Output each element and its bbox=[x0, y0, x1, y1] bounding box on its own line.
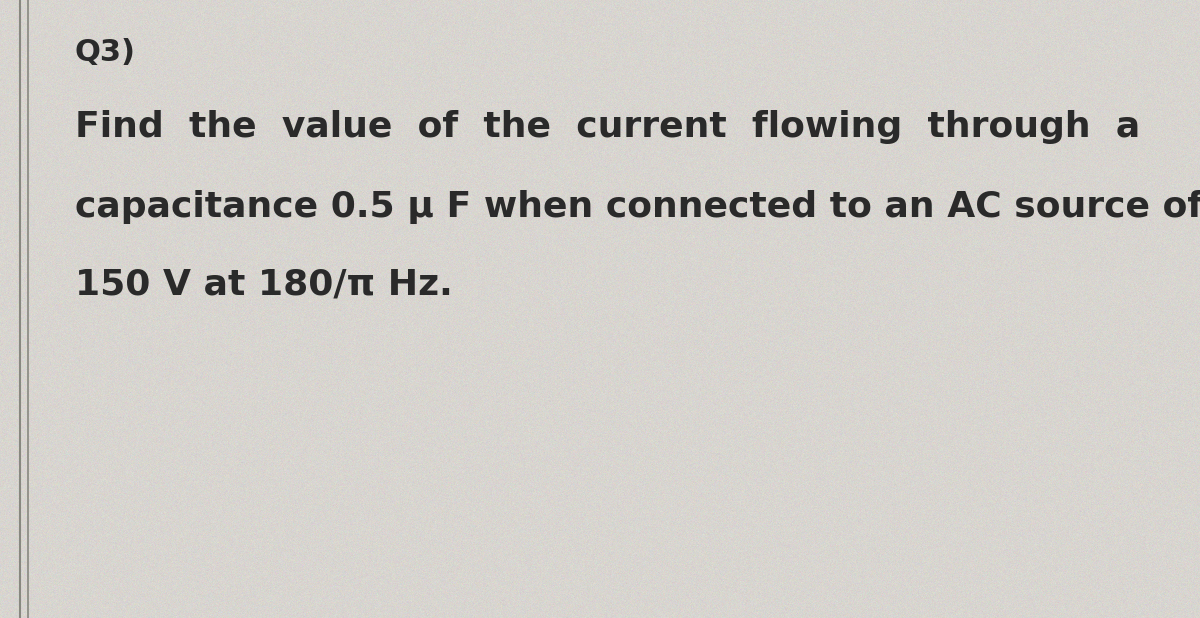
Text: Q3): Q3) bbox=[74, 38, 136, 67]
Text: capacitance 0.5 μ F when connected to an AC source of: capacitance 0.5 μ F when connected to an… bbox=[74, 190, 1200, 224]
Text: 150 V at 180/π Hz.: 150 V at 180/π Hz. bbox=[74, 268, 452, 302]
Text: Find  the  value  of  the  current  flowing  through  a: Find the value of the current flowing th… bbox=[74, 110, 1140, 144]
